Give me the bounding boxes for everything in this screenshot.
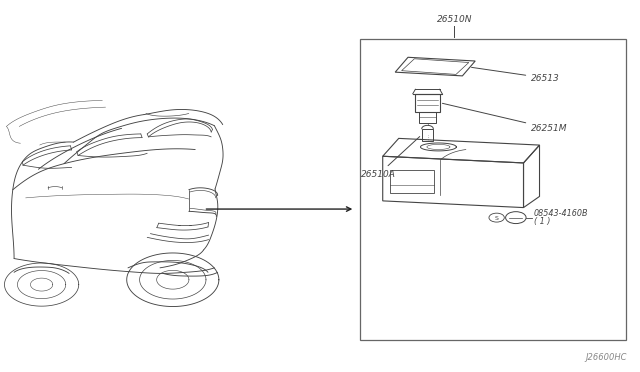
Text: 26510N: 26510N — [436, 15, 472, 24]
Text: 26510A: 26510A — [361, 137, 420, 179]
Text: ( 1 ): ( 1 ) — [534, 217, 550, 226]
Bar — [390, 170, 434, 193]
Text: J26600HC: J26600HC — [586, 353, 627, 362]
Bar — [415, 94, 440, 112]
Text: 08543-4160B: 08543-4160B — [534, 209, 588, 218]
Text: 26513: 26513 — [472, 67, 560, 83]
Bar — [360, 39, 626, 340]
Text: S: S — [495, 216, 499, 221]
Text: 26251M: 26251M — [442, 103, 568, 133]
Bar — [422, 129, 433, 141]
Bar — [419, 112, 436, 123]
